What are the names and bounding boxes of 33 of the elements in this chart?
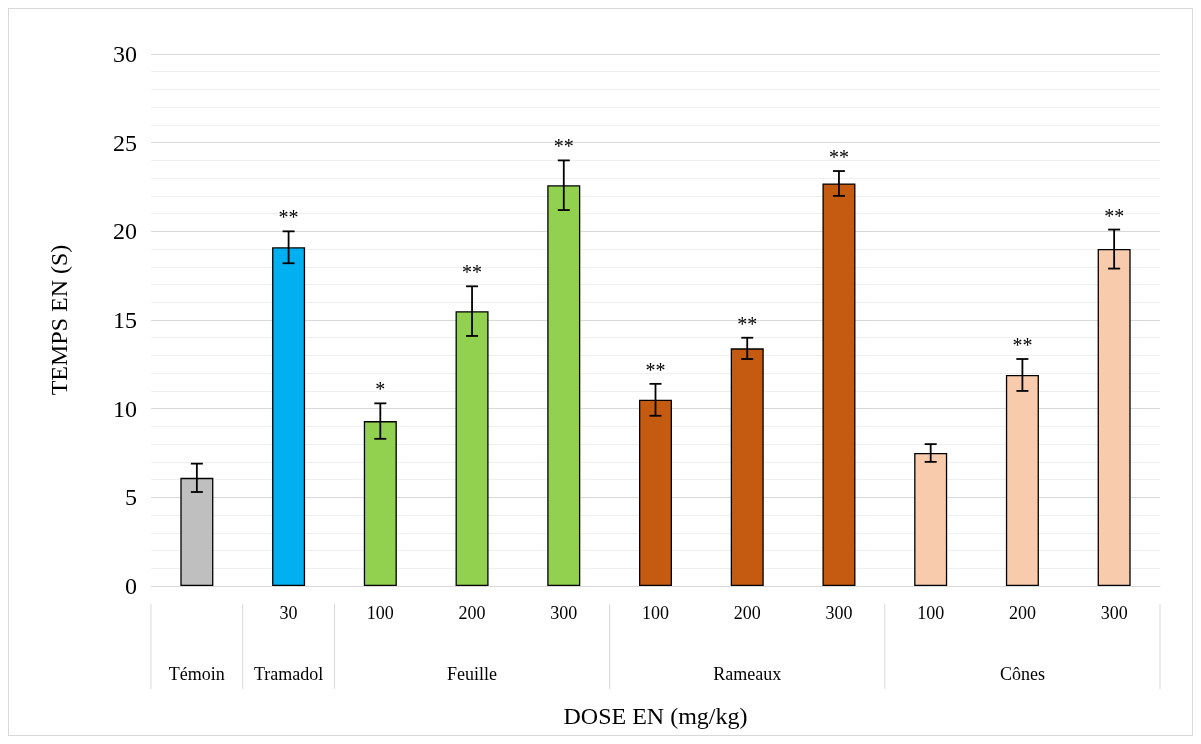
x-tick-label: 300 xyxy=(550,603,578,623)
data-label: ** xyxy=(737,312,758,335)
text: Tramadol xyxy=(253,664,324,684)
x-axis-title: DOSE EN (mg/kg) xyxy=(563,703,748,729)
x-tick-label: 30 xyxy=(279,603,298,623)
y-tick-label: 15 xyxy=(113,307,137,333)
y-tick-label: 30 xyxy=(113,41,137,67)
x-tick-label: 100 xyxy=(366,603,394,623)
y-tick-label: 25 xyxy=(113,129,137,156)
y-tick-label: 5 xyxy=(125,484,137,511)
x-tick-label: 200 xyxy=(1008,603,1036,623)
data-label: ** xyxy=(278,206,299,229)
data-label: ** xyxy=(645,358,666,381)
data-label: ** xyxy=(462,261,483,284)
x-tick-label: 200 xyxy=(458,603,486,623)
y-tick-label: 10 xyxy=(113,395,137,422)
y-tick-label: 20 xyxy=(113,218,137,245)
data-label: ** xyxy=(1012,334,1033,357)
y-tick-label: 0 xyxy=(125,573,137,599)
text: Témoin xyxy=(168,664,225,684)
data-label: * xyxy=(375,378,386,401)
y-axis-title: TEMPS EN (S) xyxy=(46,244,72,396)
x-tick-label: 100 xyxy=(917,603,945,623)
x-tick-label: 100 xyxy=(642,603,669,623)
data-label: ** xyxy=(828,146,849,169)
text: Rameaux xyxy=(713,664,782,684)
x-tick-label: 300 xyxy=(825,603,853,623)
data-label: ** xyxy=(1104,204,1125,227)
x-tick-label: 300 xyxy=(1100,603,1128,623)
data-label: ** xyxy=(553,135,574,158)
x-tick-label: 200 xyxy=(733,603,761,623)
text: Feuille xyxy=(447,664,498,684)
text: Cônes xyxy=(999,664,1045,684)
